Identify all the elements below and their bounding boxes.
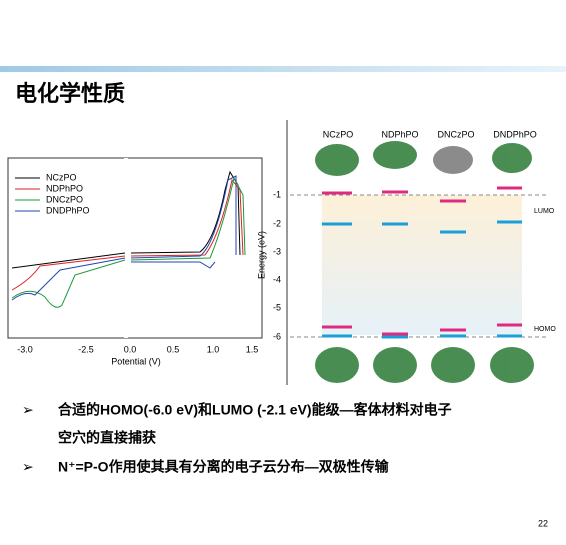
x-tick-label: 0.5 [167,344,180,354]
legend-label: DNCzPO [46,194,83,204]
orbital [490,347,534,383]
y-tick-label: -3 [273,246,281,256]
curve [11,176,246,308]
curve [11,178,244,291]
orbital [373,141,417,169]
gap-band [322,195,522,335]
slide-title: 电化学性质 [15,81,125,106]
orbital [315,347,359,383]
column-label: NCzPO [323,129,354,139]
orbital [431,347,475,383]
x-tick-label: 1.0 [207,344,220,354]
orbital [433,146,473,174]
legend-label: DNDPhPO [46,205,90,215]
header-bar [0,66,566,72]
y-tick-label: -6 [273,331,281,341]
cv-figure: NCzPO NDPhPO DNCzPO DNDPhPO -3.0 -2.5 0.… [7,157,263,366]
bullet-marker: ➢ [22,402,34,418]
x-tick-label: 1.5 [246,344,259,354]
bullet-marker: ➢ [22,459,34,475]
page-number: 22 [538,518,548,528]
x-tick-label: -2.5 [78,344,94,354]
legend-label: NCzPO [46,172,77,182]
bullet-text: 空穴的直接捕获 [58,430,156,446]
bullet-text: 合适的HOMO(-6.0 eV)和LUMO (-2.1 eV)能级—客体材料对电… [58,402,452,418]
y-tick-label: -4 [273,274,281,284]
y-axis-label: Energy (eV) [256,231,266,279]
x-tick-label: -3.0 [17,344,33,354]
curve [11,175,237,301]
column-label: DNCzPO [437,129,474,139]
cv-frame [7,157,263,339]
x-tick-label: 0.0 [124,344,137,354]
column-label: DNDPhPO [493,129,537,139]
y-tick-label: -2 [273,218,281,228]
column-label: NDPhPO [381,129,418,139]
orbital [373,347,417,383]
lumo-label: LUMO [534,208,555,215]
x-axis-label: Potential (V) [111,356,161,366]
orbital [492,143,532,173]
bullet-text: N⁺=P-O作用使其具有分离的电子云分布—双极性传输 [58,459,390,475]
orbital [315,144,359,176]
y-tick-label: -5 [273,302,281,312]
y-tick-label: -1 [273,189,281,199]
homo-label: HOMO [534,326,556,333]
legend-label: NDPhPO [46,183,83,193]
energy-figure: NCzPO NDPhPO DNCzPO DNDPhPO -1 -2 -3 -4 … [256,120,556,385]
